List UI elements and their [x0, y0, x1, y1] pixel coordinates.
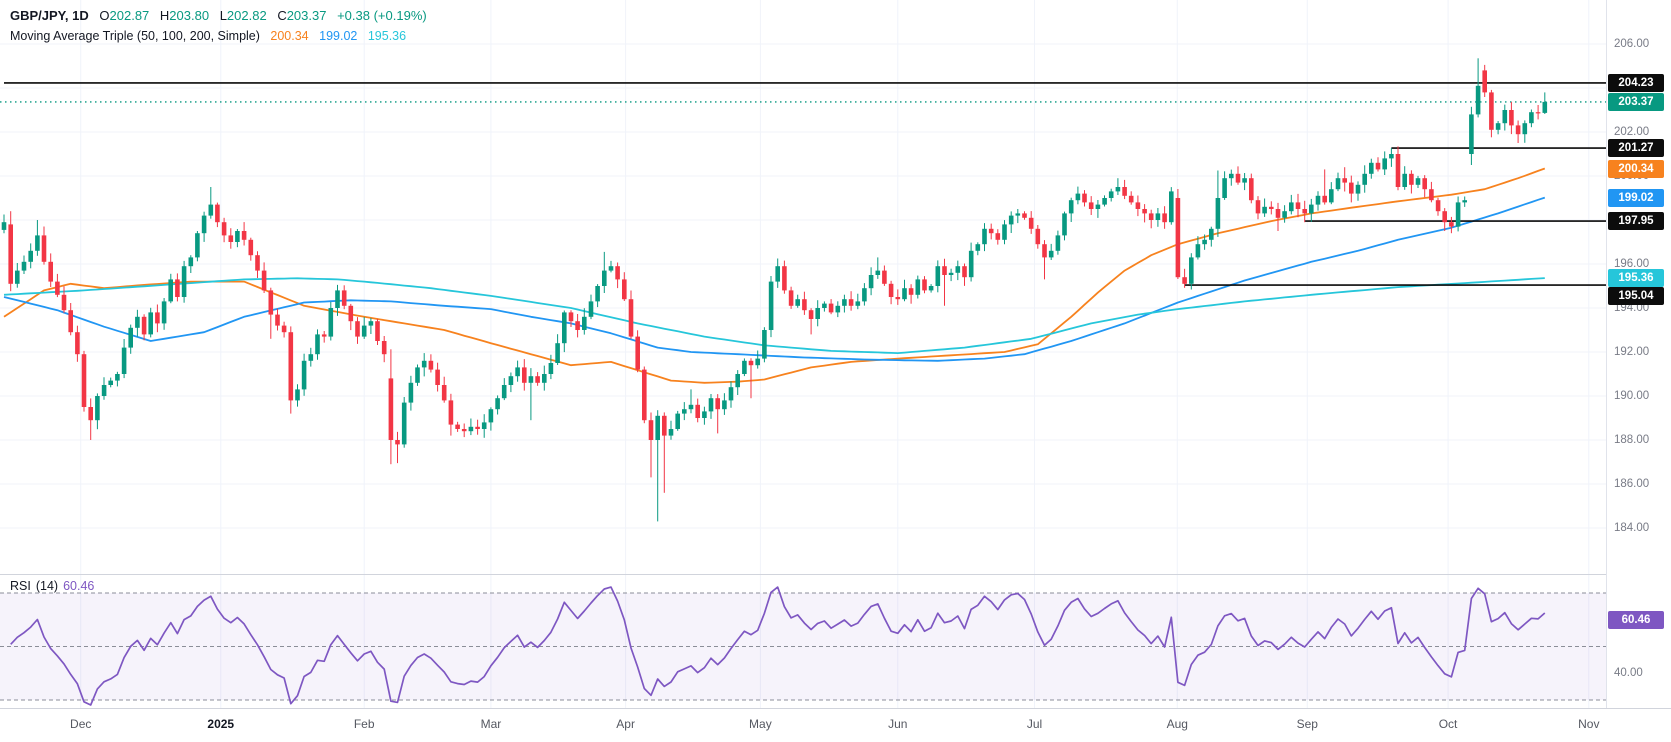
price-badge: 199.02: [1608, 189, 1664, 207]
price-axis-label: 196.00: [1614, 258, 1650, 270]
rsi-pane[interactable]: [0, 574, 1606, 708]
change-value: +0.38 (+0.19%): [337, 8, 427, 23]
price-axis-label: 184.00: [1614, 522, 1650, 534]
symbol-legend-row[interactable]: GBP/JPY, 1D O202.87 H203.80 L202.82 C203…: [10, 5, 434, 26]
rsi-period: (14): [35, 579, 59, 593]
month-label: May: [749, 717, 772, 731]
month-label: Dec: [70, 717, 92, 731]
ma100-value: 199.02: [319, 29, 358, 43]
price-badge: 195.36: [1608, 269, 1664, 287]
rsi-legend-row[interactable]: RSI (14) 60.46: [10, 579, 99, 593]
price-axis-label: 202.00: [1614, 126, 1650, 138]
symbol-title: GBP/JPY, 1D: [10, 8, 89, 23]
ma50-value: 200.34: [270, 29, 309, 43]
price-axis[interactable]: 206.00202.00200.00196.00194.00192.00190.…: [1606, 0, 1671, 708]
ohlc-low: L202.82: [219, 8, 267, 23]
legend: GBP/JPY, 1D O202.87 H203.80 L202.82 C203…: [10, 5, 434, 47]
price-badge: 204.23: [1608, 74, 1664, 92]
ohlc-close: C203.37: [277, 8, 327, 23]
month-label: Jun: [888, 717, 908, 731]
month-label: Feb: [353, 717, 375, 731]
price-axis-label: 190.00: [1614, 390, 1650, 402]
price-axis-label: 186.00: [1614, 478, 1650, 490]
price-axis-label: 188.00: [1614, 434, 1650, 446]
price-badge: 195.04: [1608, 287, 1664, 305]
month-label: Mar: [480, 717, 502, 731]
price-axis-label: 192.00: [1614, 346, 1650, 358]
month-label: Aug: [1166, 717, 1188, 731]
ma-title: Moving Average Triple (50, 100, 200, Sim…: [10, 29, 260, 43]
month-label: 2025: [207, 717, 235, 731]
month-label: Apr: [616, 717, 635, 731]
ohlc-open: O202.87: [99, 8, 150, 23]
price-chart[interactable]: [0, 0, 1606, 574]
price-badge: 203.37: [1608, 93, 1664, 111]
month-label: Sep: [1296, 717, 1318, 731]
month-label: Jul: [1026, 717, 1043, 731]
ma-legend-row[interactable]: Moving Average Triple (50, 100, 200, Sim…: [10, 26, 434, 47]
time-axis[interactable]: Dec 2025 Feb Mar Apr May Jun Jul Aug Sep Oct Nov: [0, 708, 1671, 742]
rsi-axis-label: 40.00: [1614, 667, 1643, 679]
price-badge: 60.46: [1608, 611, 1664, 629]
ohlc-high: H203.80: [159, 8, 210, 23]
price-badge: 200.34: [1608, 160, 1664, 178]
price-badge: 201.27: [1608, 139, 1664, 157]
rsi-value: 60.46: [63, 579, 95, 593]
ma200-value: 195.36: [367, 29, 407, 43]
price-badge: 197.95: [1608, 212, 1664, 230]
month-label: Oct: [1438, 717, 1458, 731]
rsi-title: RSI: [10, 579, 31, 593]
month-label: Nov: [1578, 717, 1600, 731]
price-axis-label: 194.00: [1614, 302, 1650, 314]
price-axis-label: 206.00: [1614, 38, 1650, 50]
